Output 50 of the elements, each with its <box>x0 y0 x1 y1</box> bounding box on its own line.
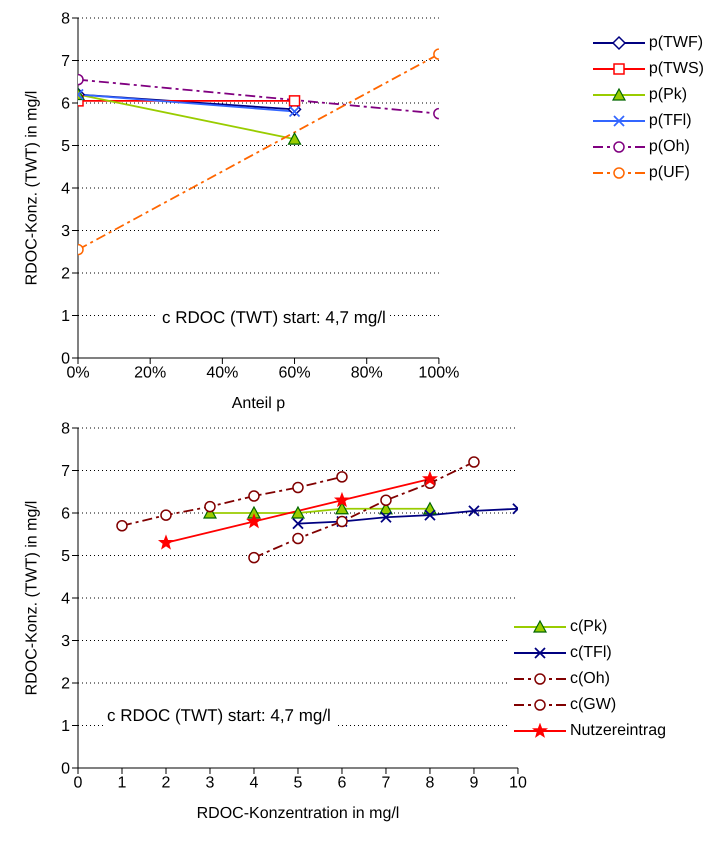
y-tick-label: 4 <box>61 180 70 198</box>
legend-label: c(Pk) <box>570 618 608 636</box>
y-tick-label: 3 <box>61 223 70 240</box>
legend-label: c(TFl) <box>570 644 612 662</box>
y-tick-label: 8 <box>61 10 70 28</box>
y-tick-label: 2 <box>61 676 70 693</box>
y-tick-label: 0 <box>61 760 70 778</box>
y-tick-label: 7 <box>61 53 70 70</box>
x-tick-label: 8 <box>426 774 435 792</box>
legend-label: p(TFl) <box>648 112 692 130</box>
y-tick-label: 3 <box>61 633 70 650</box>
y-tick-label: 7 <box>61 463 70 480</box>
y-axis-title: RDOC-Konz. (TWT) in mg/l <box>24 90 41 286</box>
x-tick-label: 80% <box>350 364 383 382</box>
legend-label: p(UF) <box>648 164 690 182</box>
y-tick-label: 1 <box>61 308 70 326</box>
x-tick-label: 7 <box>382 774 391 792</box>
x-tick-label: 6 <box>338 774 347 792</box>
x-tick-label: 40% <box>206 364 238 382</box>
y-tick-label: 5 <box>61 548 70 566</box>
legend-label: c(GW) <box>570 696 616 714</box>
x-tick-label: 60% <box>278 364 311 382</box>
x-tick-label: 10 <box>509 774 527 792</box>
x-axis-title: Anteil p <box>232 395 286 412</box>
x-tick-label: 100% <box>418 364 460 382</box>
y-tick-label: 2 <box>61 266 70 283</box>
legend-label: Nutzereintrag <box>570 722 666 740</box>
y-tick-label: 5 <box>61 138 70 156</box>
x-tick-label: 20% <box>134 364 166 382</box>
x-axis-title: RDOC-Konzentration in mg/l <box>196 805 400 822</box>
x-tick-label: 1 <box>118 774 127 792</box>
legend-label: p(Pk) <box>648 86 688 104</box>
annotation: c RDOC (TWT) start: 4,7 mg/l <box>158 308 390 328</box>
x-tick-label: 4 <box>250 774 259 792</box>
y-tick-label: 8 <box>61 420 70 438</box>
y-tick-label: 1 <box>61 718 70 736</box>
x-tick-label: 5 <box>294 774 303 792</box>
y-tick-label: 4 <box>61 590 70 608</box>
x-tick-label: 9 <box>470 774 479 792</box>
legend-label: p(TWF) <box>648 34 704 52</box>
y-axis-title: RDOC-Konz. (TWT) in mg/l <box>24 500 41 696</box>
annotation: c RDOC (TWT) start: 4,7 mg/l <box>103 706 335 726</box>
y-tick-label: 6 <box>61 96 70 113</box>
x-tick-label: 3 <box>206 774 215 792</box>
x-tick-label: 2 <box>162 774 171 792</box>
x-tick-label: 0 <box>74 774 83 792</box>
legend-label: c(Oh) <box>570 670 610 688</box>
legend-label: p(Oh) <box>648 138 690 156</box>
y-tick-label: 6 <box>61 506 70 523</box>
legend-label: p(TWS) <box>648 60 704 78</box>
